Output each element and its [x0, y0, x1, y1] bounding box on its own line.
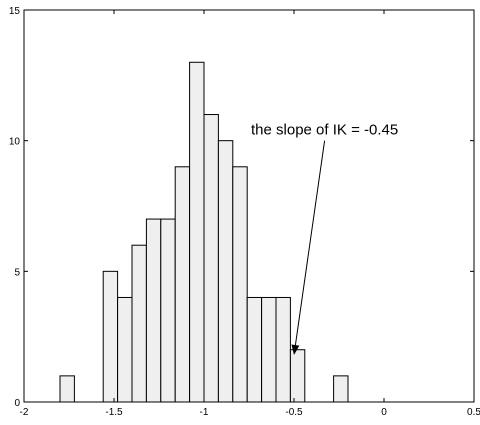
histogram-bar-11	[217, 140, 234, 403]
x-tick-label-3: -0.5	[285, 407, 303, 418]
histogram-bar-9	[189, 61, 205, 403]
annotation-group: the slope of IK = -0.45	[251, 122, 398, 355]
ticks-group: -2 -1.5 -1 -0.5 0 0.5 0 5 10 15	[9, 6, 480, 418]
histogram-bar-4	[117, 296, 133, 403]
histogram-bar-0	[59, 375, 75, 403]
histogram-bar-6	[145, 218, 162, 403]
y-tick-label-3: 15	[9, 6, 21, 17]
x-tick-label-1: -1.5	[105, 407, 123, 418]
annotation-arrow-head	[291, 344, 300, 355]
histogram-bar-12	[232, 166, 248, 403]
histogram-bar-7	[160, 218, 176, 403]
histogram-bar-8	[174, 166, 191, 403]
histogram-bar-16	[289, 349, 306, 403]
histogram-bar-15	[275, 296, 291, 403]
plot-frame	[23, 9, 475, 403]
histogram-bar-19	[333, 375, 349, 403]
annotation-text: the slope of IK = -0.45	[251, 122, 398, 139]
x-tick-label-0: -2	[20, 407, 29, 418]
histogram-bar-14	[261, 296, 277, 403]
y-tick-label-0: 0	[14, 398, 20, 409]
y-tick-label-2: 10	[9, 137, 21, 148]
histogram-bar-13	[246, 296, 263, 403]
annotation-arrow-line	[294, 140, 326, 346]
histogram-bar-10	[203, 114, 219, 403]
y-tick-label-1: 5	[14, 267, 20, 278]
bars-group	[59, 61, 349, 403]
histogram-bar-3	[102, 270, 119, 403]
x-tick-label-2: -1	[200, 407, 209, 418]
x-tick-label-5: 0.5	[467, 407, 480, 418]
histogram-bar-5	[131, 244, 147, 403]
x-tick-label-4: 0	[381, 407, 387, 418]
